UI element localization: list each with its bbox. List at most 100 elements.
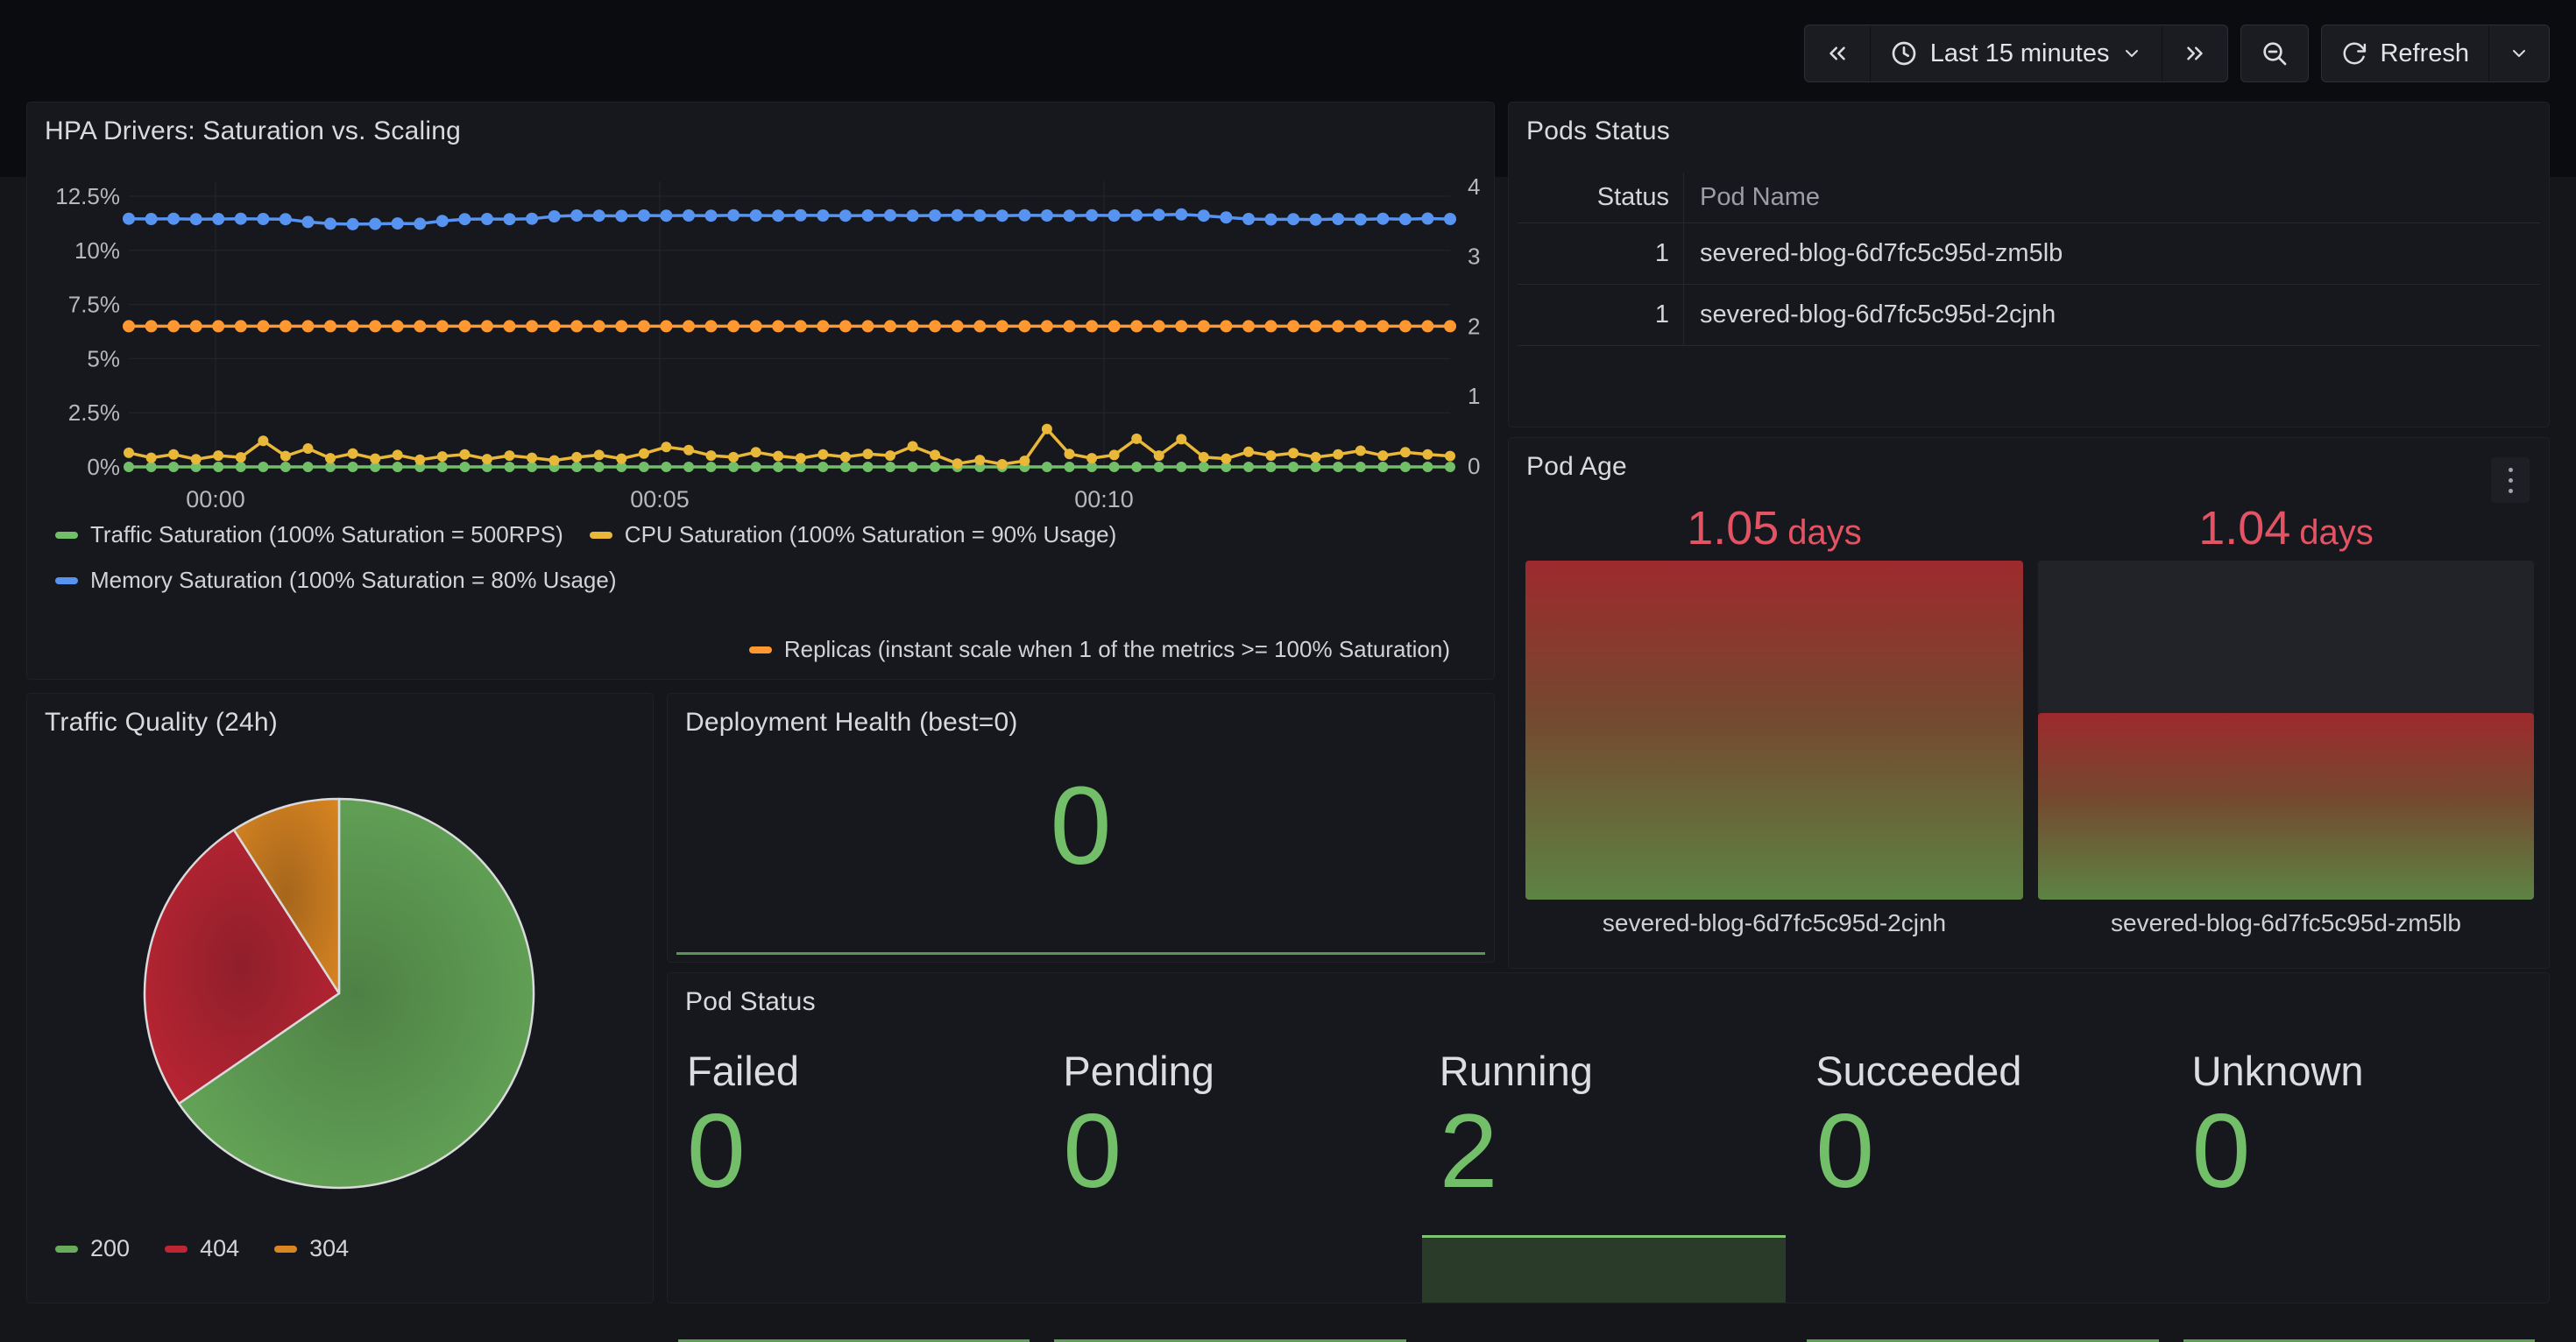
stat-label: Succeeded bbox=[1815, 1047, 2172, 1095]
pod-age-pod-label: severed-blog-6d7fc5c95d-2cjnh bbox=[1525, 909, 2023, 937]
cpu-saturation-swatch bbox=[590, 532, 612, 539]
gauge-track bbox=[2038, 561, 2534, 900]
legend-label: 200 bbox=[90, 1235, 130, 1262]
legend-item-replicas[interactable]: Replicas (instant scale when 1 of the me… bbox=[749, 636, 1450, 663]
time-shift-back-button[interactable] bbox=[1805, 25, 1870, 81]
table-cell-pod-name: severed-blog-6d7fc5c95d-zm5lb bbox=[1684, 223, 2540, 285]
deployment-health-value: 0 bbox=[668, 771, 1494, 881]
stat-value: 0 bbox=[1063, 1098, 1419, 1204]
svg-text:0: 0 bbox=[1468, 453, 1480, 479]
refresh-button[interactable]: Refresh bbox=[2322, 25, 2488, 81]
gauge-fill bbox=[1525, 561, 2023, 900]
stat-pending: Pending 0 bbox=[1044, 1031, 1419, 1303]
svg-text:0%: 0% bbox=[87, 454, 120, 480]
stat-label: Running bbox=[1440, 1047, 1796, 1095]
time-range-group: Last 15 minutes bbox=[1804, 25, 2229, 82]
replicas-swatch bbox=[749, 646, 772, 653]
panel-title-pod-status[interactable]: Pod Status bbox=[685, 987, 816, 1017]
legend-label: Replicas (instant scale when 1 of the me… bbox=[784, 636, 1450, 663]
stat-failed: Failed 0 bbox=[668, 1031, 1044, 1303]
pod-age-value: 1.04days bbox=[2038, 501, 2534, 555]
status-200-swatch bbox=[55, 1246, 78, 1253]
stat-running: Running 2 bbox=[1420, 1031, 1796, 1303]
legend-item-memory-saturation[interactable]: Memory Saturation (100% Saturation = 80%… bbox=[55, 567, 616, 594]
refresh-icon bbox=[2341, 40, 2367, 67]
refresh-label: Refresh bbox=[2380, 39, 2469, 68]
status-404-swatch bbox=[165, 1246, 188, 1253]
dashboard-toolbar: Last 15 minutes Refresh bbox=[1804, 25, 2550, 82]
pod-age-pod-label: severed-blog-6d7fc5c95d-zm5lb bbox=[2038, 909, 2534, 937]
pod-age-number: 1.04 bbox=[2198, 502, 2290, 554]
stat-area-fill bbox=[1422, 1235, 1786, 1303]
legend-item-200[interactable]: 200 bbox=[55, 1235, 130, 1262]
svg-text:7.5%: 7.5% bbox=[68, 292, 120, 318]
panel-pod-age: Pod Age 1.05days severed-blog-6d7fc5c95d… bbox=[1508, 437, 2550, 969]
panel-pods-status: Pods Status Status Pod Name 1 severed-bl… bbox=[1508, 102, 2550, 427]
zoom-out-button[interactable] bbox=[2241, 25, 2308, 81]
svg-text:00:10: 00:10 bbox=[1074, 486, 1134, 512]
pods-status-table: Status Pod Name 1 severed-blog-6d7fc5c95… bbox=[1518, 173, 2540, 346]
legend-label: Traffic Saturation (100% Saturation = 50… bbox=[90, 521, 563, 548]
memory-saturation-swatch bbox=[55, 577, 78, 584]
time-range-picker-button[interactable]: Last 15 minutes bbox=[1870, 25, 2162, 81]
pod-status-stats: Failed 0 Pending 0 Running 2 Succeeded 0… bbox=[668, 1031, 2549, 1303]
column-header-pod-name[interactable]: Pod Name bbox=[1684, 173, 2540, 223]
stat-value: 0 bbox=[687, 1098, 1044, 1204]
stat-value: 0 bbox=[1815, 1098, 2172, 1204]
zoom-out-group bbox=[2240, 25, 2309, 82]
table-cell-pod-name: severed-blog-6d7fc5c95d-2cjnh bbox=[1684, 285, 2540, 346]
chevron-down-icon bbox=[2121, 43, 2142, 64]
table-cell-status: 1 bbox=[1518, 285, 1684, 346]
stat-succeeded: Succeeded 0 bbox=[1796, 1031, 2172, 1303]
time-shift-forward-button[interactable] bbox=[2162, 25, 2227, 81]
legend-item-404[interactable]: 404 bbox=[165, 1235, 239, 1262]
stat-value: 0 bbox=[2192, 1098, 2549, 1204]
status-304-swatch bbox=[274, 1246, 297, 1253]
legend-item-304[interactable]: 304 bbox=[274, 1235, 349, 1262]
legend-label: CPU Saturation (100% Saturation = 90% Us… bbox=[625, 521, 1116, 548]
clock-icon bbox=[1890, 39, 1918, 67]
svg-text:4: 4 bbox=[1468, 173, 1480, 200]
panel-hpa-drivers: HPA Drivers: Saturation vs. Scaling 1 2.5… bbox=[26, 102, 1495, 680]
panel-traffic-quality: Traffic Quality (24h) 200 404 304 bbox=[26, 693, 654, 1303]
deployment-health-sparkline bbox=[676, 952, 1485, 955]
svg-text:2: 2 bbox=[1468, 313, 1480, 339]
time-range-label: Last 15 minutes bbox=[1930, 39, 2110, 68]
panel-title-hpa[interactable]: HPA Drivers: Saturation vs. Scaling bbox=[45, 117, 461, 146]
zoom-out-icon bbox=[2261, 39, 2289, 67]
svg-text:00:05: 00:05 bbox=[630, 486, 690, 512]
gauge-track bbox=[1525, 561, 2023, 900]
traffic-saturation-swatch bbox=[55, 532, 78, 539]
panel-title-pods-status[interactable]: Pods Status bbox=[1526, 117, 1670, 146]
pod-age-value: 1.05days bbox=[1525, 501, 2023, 555]
pod-age-gauge: 1.05days severed-blog-6d7fc5c95d-2cjnh bbox=[1525, 438, 2023, 968]
pod-age-gauge: 1.04days severed-blog-6d7fc5c95d-zm5lb bbox=[2038, 438, 2534, 968]
stat-value: 2 bbox=[1440, 1098, 1796, 1204]
traffic-quality-pie-chart[interactable] bbox=[27, 729, 655, 1263]
legend-item-traffic-saturation[interactable]: Traffic Saturation (100% Saturation = 50… bbox=[55, 521, 563, 548]
panel-title-deployment-health[interactable]: Deployment Health (best=0) bbox=[685, 708, 1018, 738]
legend-label: 404 bbox=[200, 1235, 239, 1262]
chevrons-right-icon bbox=[2182, 40, 2208, 67]
svg-text:2.5%: 2.5% bbox=[68, 399, 120, 426]
stat-label: Pending bbox=[1063, 1047, 1419, 1095]
panel-pod-status: Pod Status Failed 0 Pending 0 Running 2 … bbox=[667, 972, 2550, 1303]
panel-deployment-health: Deployment Health (best=0) 0 bbox=[667, 693, 1495, 963]
legend-label: Memory Saturation (100% Saturation = 80%… bbox=[90, 567, 616, 594]
stat-label: Failed bbox=[687, 1047, 1044, 1095]
svg-text:5%: 5% bbox=[87, 345, 120, 371]
svg-text:1: 1 bbox=[1468, 383, 1480, 409]
pod-age-unit: days bbox=[2299, 513, 2374, 552]
hpa-legend: Traffic Saturation (100% Saturation = 50… bbox=[55, 521, 1468, 663]
column-header-status[interactable]: Status bbox=[1518, 173, 1684, 223]
refresh-group: Refresh bbox=[2321, 25, 2550, 82]
legend-item-cpu-saturation[interactable]: CPU Saturation (100% Saturation = 90% Us… bbox=[590, 521, 1116, 548]
svg-text:3: 3 bbox=[1468, 244, 1480, 270]
pie-legend: 200 404 304 bbox=[55, 1235, 349, 1262]
svg-text:00:00: 00:00 bbox=[186, 486, 245, 512]
refresh-interval-button[interactable] bbox=[2488, 25, 2549, 81]
stat-unknown: Unknown 0 bbox=[2173, 1031, 2549, 1303]
stat-label: Unknown bbox=[2192, 1047, 2549, 1095]
gauge-fill bbox=[2038, 713, 2534, 900]
table-cell-status: 1 bbox=[1518, 223, 1684, 285]
